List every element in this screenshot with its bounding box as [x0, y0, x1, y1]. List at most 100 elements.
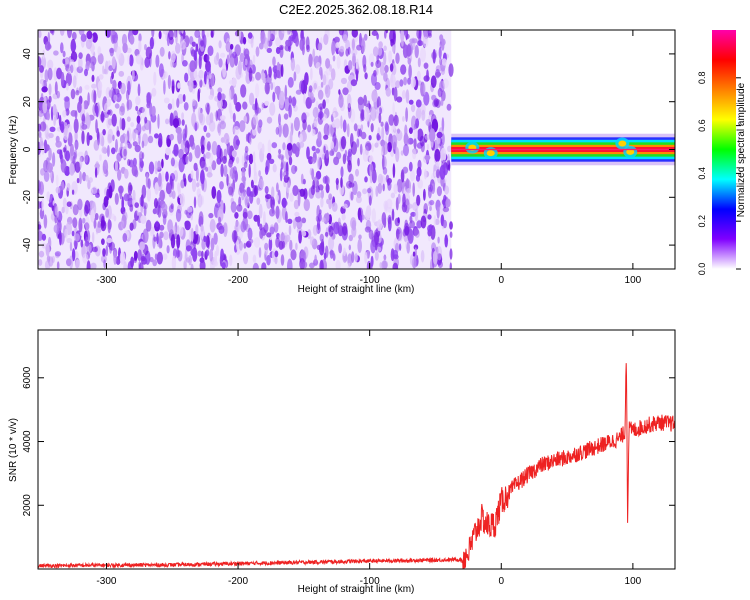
noise-blob [41, 243, 47, 249]
noise-blob [151, 105, 156, 117]
noise-blob [231, 77, 237, 87]
noise-blob [385, 122, 390, 136]
noise-blob [416, 194, 421, 206]
noise-blob [405, 107, 408, 122]
noise-blob [387, 214, 392, 225]
noise-blob [300, 249, 306, 261]
noise-blob [435, 161, 440, 167]
noise-blob [408, 64, 412, 80]
noise-blob [141, 152, 145, 160]
noise-blob [297, 191, 301, 207]
noise-blob [228, 89, 232, 101]
noise-blob [161, 171, 165, 183]
noise-blob [315, 148, 321, 154]
noise-blob [217, 91, 222, 101]
noise-blob [127, 54, 131, 65]
noise-blob [387, 141, 392, 153]
noise-blob [196, 182, 200, 188]
noise-blob [209, 218, 216, 233]
noise-blob [323, 123, 330, 137]
noise-blob [299, 188, 306, 197]
noise-blob [115, 92, 122, 103]
noise-blob [236, 156, 240, 164]
noise-blob [71, 31, 77, 41]
noise-blob [363, 64, 367, 73]
noise-blob [447, 153, 450, 165]
noise-blob [398, 243, 402, 251]
noise-blob [119, 251, 126, 265]
noise-blob [46, 111, 50, 121]
noise-blob [109, 47, 114, 57]
noise-blob [271, 142, 278, 149]
noise-blob [139, 197, 143, 205]
noise-blob [355, 68, 359, 82]
noise-blob [242, 216, 248, 231]
noise-blob [263, 211, 266, 226]
noise-blob [364, 251, 368, 265]
noise-blob [167, 103, 173, 110]
noise-blob [213, 232, 218, 245]
noise-blob [170, 157, 175, 167]
noise-blob [203, 235, 207, 242]
noise-blob [362, 188, 368, 195]
noise-blob [252, 262, 259, 269]
noise-blob [157, 160, 161, 170]
noise-blob [228, 186, 234, 196]
noise-blob [410, 104, 416, 113]
noise-blob [382, 141, 389, 155]
noise-blob [66, 237, 73, 244]
noise-blob [247, 227, 253, 241]
noise-blob [378, 113, 382, 124]
noise-blob [222, 63, 227, 78]
noise-blob [253, 237, 261, 248]
noise-blob [432, 250, 438, 265]
noise-blob [48, 147, 52, 161]
noise-blob [295, 36, 299, 47]
noise-blob [333, 221, 340, 235]
noise-blob [285, 179, 291, 194]
noise-blob [197, 89, 200, 102]
noise-blob [121, 220, 124, 230]
noise-blob [206, 32, 210, 38]
noise-blob [346, 93, 352, 109]
noise-blob [183, 102, 189, 111]
noise-blob [80, 239, 84, 248]
noise-blob [243, 48, 250, 58]
noise-blob [367, 187, 372, 194]
noise-blob [275, 126, 280, 135]
noise-blob [359, 214, 363, 223]
noise-blob [75, 259, 81, 269]
noise-blob [71, 41, 77, 51]
noise-blob [306, 146, 310, 160]
noise-blob [205, 235, 210, 248]
noise-blob [223, 164, 228, 177]
noise-blob [387, 180, 392, 191]
noise-blob [290, 57, 296, 72]
noise-blob [332, 112, 336, 118]
noise-blob [165, 171, 169, 182]
noise-blob [93, 139, 100, 151]
noise-blob [234, 220, 240, 233]
noise-blob [169, 112, 174, 127]
noise-blob [221, 262, 226, 269]
noise-blob [393, 114, 399, 127]
noise-blob [371, 72, 377, 86]
noise-blob [330, 141, 335, 149]
noise-blob [412, 38, 418, 44]
noise-blob [41, 198, 44, 212]
noise-blob [446, 160, 450, 171]
noise-blob [99, 132, 104, 147]
noise-blob [194, 74, 202, 83]
noise-blob [275, 46, 281, 55]
noise-blob [163, 97, 170, 104]
noise-blob [45, 243, 50, 257]
noise-blob [311, 168, 315, 181]
noise-blob [187, 206, 193, 213]
noise-blob [48, 83, 52, 96]
noise-blob [347, 262, 351, 269]
noise-blob [209, 120, 216, 132]
noise-blob [107, 218, 111, 234]
noise-blob [38, 250, 45, 258]
noise-blob [391, 45, 395, 53]
noise-blob [408, 99, 414, 105]
